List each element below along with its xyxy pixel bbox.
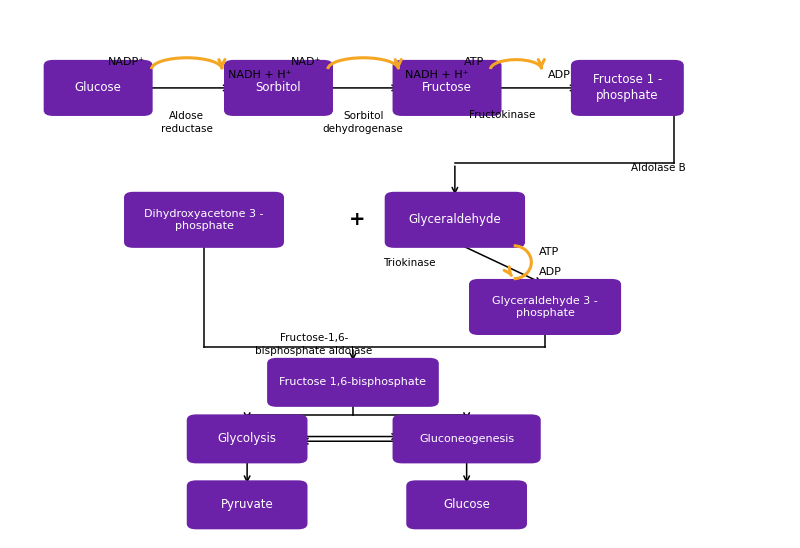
Text: +: + bbox=[349, 210, 365, 229]
Text: Glucose: Glucose bbox=[443, 498, 490, 511]
Text: Aldose
reductase: Aldose reductase bbox=[161, 111, 213, 134]
Text: Gluconeogenesis: Gluconeogenesis bbox=[419, 434, 514, 444]
Text: Dihydroxyacetone 3 -
phosphate: Dihydroxyacetone 3 - phosphate bbox=[144, 209, 264, 231]
FancyBboxPatch shape bbox=[469, 279, 621, 335]
FancyBboxPatch shape bbox=[406, 481, 527, 529]
FancyBboxPatch shape bbox=[393, 414, 541, 464]
Text: ATP: ATP bbox=[539, 247, 559, 258]
Text: Fructose: Fructose bbox=[422, 82, 472, 94]
Text: Fructose 1,6-bisphosphate: Fructose 1,6-bisphosphate bbox=[279, 378, 426, 387]
Text: NADH + H⁺: NADH + H⁺ bbox=[405, 70, 468, 80]
Text: Pyruvate: Pyruvate bbox=[221, 498, 274, 511]
Text: NAD⁺: NAD⁺ bbox=[291, 57, 322, 67]
FancyBboxPatch shape bbox=[124, 192, 284, 248]
Text: ADP: ADP bbox=[548, 70, 570, 80]
Text: Glycolysis: Glycolysis bbox=[218, 432, 277, 446]
Text: Sorbitol
dehydrogenase: Sorbitol dehydrogenase bbox=[322, 111, 403, 134]
FancyBboxPatch shape bbox=[186, 481, 307, 529]
Text: NADP⁺: NADP⁺ bbox=[108, 57, 146, 67]
Text: Triokinase: Triokinase bbox=[382, 258, 435, 267]
FancyBboxPatch shape bbox=[224, 60, 333, 116]
Text: ATP: ATP bbox=[464, 57, 484, 67]
FancyBboxPatch shape bbox=[571, 60, 684, 116]
FancyBboxPatch shape bbox=[267, 358, 439, 407]
FancyBboxPatch shape bbox=[393, 60, 502, 116]
FancyBboxPatch shape bbox=[44, 60, 153, 116]
Text: Aldolase B: Aldolase B bbox=[631, 163, 686, 174]
Text: ADP: ADP bbox=[539, 267, 562, 277]
Text: Glyceraldehyde 3 -
phosphate: Glyceraldehyde 3 - phosphate bbox=[492, 296, 598, 318]
Text: Glucose: Glucose bbox=[74, 82, 122, 94]
FancyBboxPatch shape bbox=[385, 192, 525, 248]
Text: NADH + H⁺: NADH + H⁺ bbox=[228, 70, 292, 80]
Text: Sorbitol: Sorbitol bbox=[256, 82, 302, 94]
Text: Fructose-1,6-
bisphosphate aldolase: Fructose-1,6- bisphosphate aldolase bbox=[255, 334, 372, 356]
Text: Fructose 1 -
phosphate: Fructose 1 - phosphate bbox=[593, 73, 662, 102]
Text: Fructokinase: Fructokinase bbox=[469, 110, 535, 120]
FancyBboxPatch shape bbox=[186, 414, 307, 464]
Text: Glyceraldehyde: Glyceraldehyde bbox=[409, 213, 502, 226]
